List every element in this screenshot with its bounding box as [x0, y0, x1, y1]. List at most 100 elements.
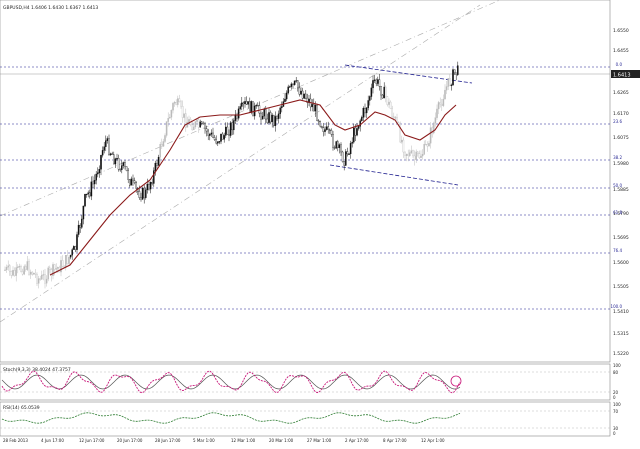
candle-body [138, 191, 141, 198]
candle-body [423, 144, 425, 155]
candle-body [79, 224, 81, 228]
candle-body [409, 152, 411, 156]
candle-body [197, 119, 200, 128]
candle-body [327, 126, 329, 130]
candle-body [53, 264, 56, 270]
candle-body [266, 118, 269, 123]
candle-body [81, 218, 83, 228]
candle-body [337, 141, 339, 148]
candle-body [106, 138, 109, 141]
fib-label: 61.8 [613, 210, 622, 215]
stoch-main-line [1, 370, 461, 394]
candle-body [316, 104, 318, 121]
candle-body [175, 101, 177, 105]
candle-body [55, 268, 57, 270]
candle-body [101, 150, 104, 156]
candle-body [449, 78, 451, 86]
candle-body [292, 83, 294, 85]
candle-body [297, 80, 299, 89]
price-label: 1.6075 [613, 135, 629, 141]
candle-body [305, 93, 307, 99]
candle-body [145, 189, 147, 198]
candle-body [52, 264, 54, 276]
candle-body [151, 182, 153, 184]
candle-body [378, 79, 381, 87]
candle-body [295, 80, 297, 82]
candle-body [281, 106, 283, 109]
candle-body [393, 116, 395, 118]
candle-body [359, 120, 361, 127]
candle-body [90, 181, 93, 197]
candle-body [13, 270, 16, 276]
candle-body [23, 266, 25, 275]
candle-body [265, 109, 267, 120]
candle-body [261, 115, 264, 120]
candle-body [154, 162, 157, 171]
price-label: 1.6550 [613, 28, 629, 34]
candle-body [450, 84, 453, 86]
candle-body [314, 104, 317, 112]
time-label: 20 Mar 1:00 [269, 438, 294, 443]
stoch-level: 20 [613, 390, 619, 395]
candle-body [186, 122, 189, 128]
current-price-tag [611, 70, 640, 78]
candle-body [21, 271, 24, 275]
candle-body [77, 224, 80, 235]
candle-body [244, 101, 246, 105]
time-label: 12 Apr 1:00 [421, 438, 445, 443]
candle-body [402, 139, 405, 153]
candle-body [441, 103, 443, 106]
price-candles [4, 61, 459, 289]
candle-body [167, 118, 169, 122]
candle-body [385, 86, 387, 97]
candle-body [269, 112, 272, 123]
candle-body [162, 141, 165, 147]
candle-body [252, 101, 254, 117]
candle-body [109, 153, 112, 156]
candle-body [28, 261, 30, 275]
candle-body [364, 107, 366, 114]
rsi-axis: 100 70 300 [613, 402, 621, 436]
candle-body [45, 278, 48, 284]
candle-body [177, 98, 179, 105]
candle-body [140, 197, 142, 200]
candle-body [415, 151, 417, 160]
candle-body [250, 101, 253, 113]
current-price-label: 1.6413 [613, 73, 631, 79]
candle-body [41, 274, 43, 280]
candle-body [73, 246, 75, 250]
time-label: 28 Jun 17:00 [155, 438, 181, 443]
candle-body [311, 104, 313, 108]
candle-body [356, 128, 358, 136]
fib-label: 50.0 [613, 183, 622, 188]
candle-body [348, 153, 350, 155]
candle-body [226, 126, 229, 135]
candle-body [119, 169, 121, 171]
candle-body [229, 122, 232, 136]
candle-body [10, 270, 13, 276]
stoch-panel-border [0, 363, 611, 401]
candle-body [442, 98, 445, 106]
candle-body [322, 127, 325, 132]
candle-body [410, 150, 413, 153]
candle-body [114, 158, 117, 165]
candle-body [15, 267, 17, 276]
candle-body [85, 193, 88, 196]
candle-body [439, 102, 441, 105]
candle-body [325, 126, 328, 130]
candle-body [300, 90, 302, 95]
rsi-level: 70 [613, 409, 619, 414]
candle-body [42, 274, 45, 276]
candle-body [132, 178, 134, 181]
time-label: 5 Mar 1:00 [193, 438, 215, 443]
candle-body [98, 169, 101, 173]
candle-body [457, 65, 459, 75]
candle-body [183, 113, 185, 118]
stoch-highlight-circle [450, 375, 462, 387]
candle-body [397, 122, 400, 125]
candle-body [388, 101, 390, 105]
candle-body [349, 143, 352, 155]
candle-body [37, 278, 40, 284]
